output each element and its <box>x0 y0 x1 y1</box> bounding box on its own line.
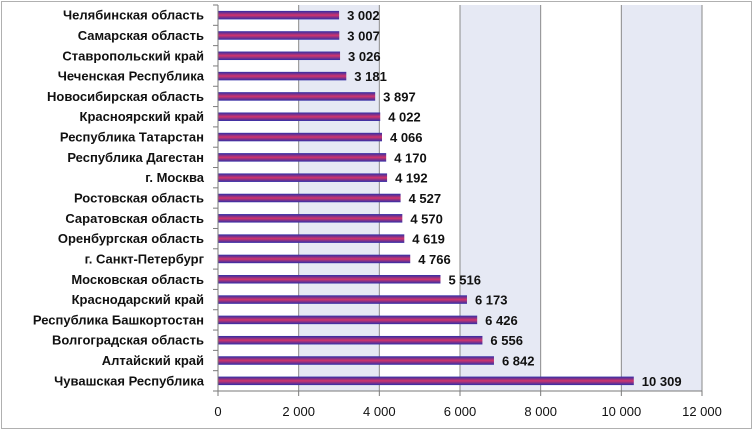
axes <box>213 4 703 396</box>
value-labels: 3 002 3 007 3 026 3 181 3 897 4 022 4 066 4 170… <box>347 8 681 389</box>
category-label: Московская область <box>71 272 204 287</box>
bar <box>218 254 411 264</box>
category-label: Новосибирская область <box>47 89 204 104</box>
bar <box>218 234 405 243</box>
value-label: 6 173 <box>475 293 508 308</box>
bar <box>218 335 483 345</box>
bar <box>218 92 376 101</box>
category-label: Республика Башкортостан <box>33 312 204 327</box>
value-label: 4 766 <box>418 252 451 267</box>
category-label: г. Москва <box>145 170 204 185</box>
category-label: Республика Дагестан <box>67 150 204 165</box>
bar <box>218 356 494 365</box>
plot-band <box>460 5 541 391</box>
category-label: Алтайский край <box>102 353 204 368</box>
category-label: Чеченская Республика <box>58 69 205 84</box>
bar <box>218 71 347 81</box>
category-label: Саратовская область <box>65 211 204 226</box>
category-label: Республика Татарстан <box>60 130 204 145</box>
value-label: 3 026 <box>348 49 381 64</box>
bar <box>218 10 340 20</box>
value-label: 3 897 <box>383 89 416 104</box>
value-label: 6 842 <box>502 354 535 369</box>
x-tick-label: 6 000 <box>444 404 477 419</box>
bar <box>218 153 387 162</box>
bar <box>218 315 478 325</box>
bar <box>218 275 441 284</box>
bar <box>218 132 382 142</box>
category-label: Оренбургская область <box>58 231 204 246</box>
x-tick-label: 0 <box>214 404 221 419</box>
category-label: Краснодарский край <box>72 292 204 307</box>
category-label: Волгоградская область <box>52 333 204 348</box>
bars <box>218 10 634 386</box>
bar <box>218 51 341 61</box>
value-label: 4 192 <box>395 171 428 186</box>
value-label: 4 022 <box>388 110 421 125</box>
x-tick-label: 4 000 <box>363 404 396 419</box>
plot-band <box>621 5 702 391</box>
value-label: 4 170 <box>394 150 427 165</box>
category-label: г. Санкт-Петербург <box>85 251 205 266</box>
x-tick-label: 8 000 <box>524 404 557 419</box>
value-label: 3 181 <box>354 69 387 84</box>
x-tick-label: 12 000 <box>682 404 722 419</box>
grid-lines <box>298 5 703 391</box>
value-label: 5 516 <box>448 272 481 287</box>
value-label: 4 066 <box>390 130 423 145</box>
category-label: Красноярский край <box>80 109 204 124</box>
value-label: 6 426 <box>485 313 518 328</box>
bar <box>218 376 634 386</box>
bar <box>218 173 388 182</box>
value-label: 3 002 <box>347 8 380 23</box>
bar <box>218 214 403 223</box>
bar <box>218 112 381 121</box>
x-tick-label: 2 000 <box>282 404 315 419</box>
bar <box>218 193 401 203</box>
value-label: 4 619 <box>412 232 445 247</box>
value-label: 6 556 <box>490 333 523 348</box>
x-tick-labels: 0 2 000 4 000 6 000 8 000 10 000 12 000 <box>214 404 722 419</box>
value-label: 4 527 <box>409 191 442 206</box>
category-label: Ростовская область <box>74 191 204 206</box>
bar <box>218 295 467 304</box>
value-label: 10 309 <box>642 374 682 389</box>
value-label: 4 570 <box>410 211 443 226</box>
value-label: 3 007 <box>347 28 380 43</box>
category-label: Чувашская Республика <box>54 373 205 388</box>
bar <box>218 31 340 40</box>
x-tick-label: 10 000 <box>601 404 641 419</box>
category-label: Ставропольский край <box>62 48 204 63</box>
category-label: Самарская область <box>78 28 204 43</box>
category-label: Челябинская область <box>63 8 204 23</box>
category-labels: Челябинская область Самарская область Став… <box>33 8 205 389</box>
